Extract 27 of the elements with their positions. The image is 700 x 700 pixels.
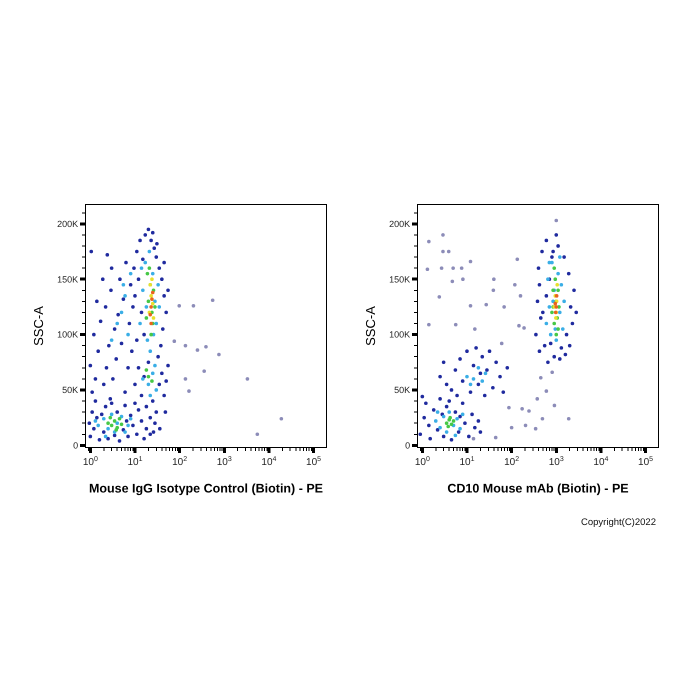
y-tick-label: 150K [57, 274, 78, 284]
x-axis-title: CD10 Mouse mAb (Biotin) - PE [447, 481, 629, 496]
text: Copyright(C)2022 [581, 517, 656, 528]
x-tick-label: 10$^{1}$ [127, 456, 143, 468]
y-tick-label: 0 [405, 440, 410, 450]
y-axis-title: SSC-A [31, 306, 46, 346]
x-axis-title: Mouse IgG Isotype Control (Biotin) - PE [88, 481, 324, 496]
x-tick-label: 10$^{2}$ [172, 456, 188, 468]
x-tick-label: 10$^{3}$ [216, 456, 232, 468]
y-tick-label: 50K [62, 385, 78, 396]
x-tick-label: 10$^{5}$ [638, 456, 654, 468]
x-tick-label: 10$^{4}$ [593, 456, 609, 468]
y-tick-label: 0 [73, 440, 78, 450]
y-axis-title: SSC-A [363, 306, 378, 346]
x-tick-label: 10$^{0}$ [414, 456, 430, 468]
y-tick-label: 50K [394, 385, 410, 396]
x-tick-label: 10$^{1}$ [459, 456, 475, 468]
x-tick-label: 10$^{3}$ [548, 456, 564, 468]
y-tick-label: 150K [389, 274, 410, 284]
y-tick-label: 200K [389, 218, 410, 229]
x-tick-label: 10$^{4}$ [261, 456, 277, 468]
y-tick-label: 100K [389, 330, 410, 340]
y-tick-label: 100K [57, 330, 78, 340]
x-tick-label: 10$^{5}$ [306, 456, 322, 468]
y-tick-label: 200K [57, 218, 78, 229]
x-tick-label: 10$^{2}$ [504, 456, 520, 468]
x-tick-label: 10$^{0}$ [82, 456, 98, 468]
